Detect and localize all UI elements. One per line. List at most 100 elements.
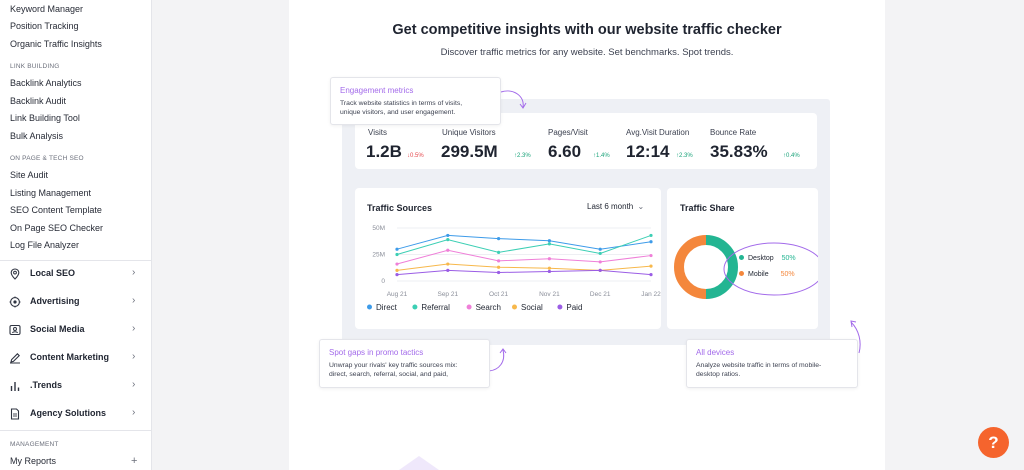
data-point-search bbox=[446, 248, 450, 252]
callout-line: direct, search, referral, social, and pa… bbox=[329, 371, 449, 378]
data-point-direct bbox=[598, 247, 602, 251]
callout-engagement: Engagement metrics Track website statist… bbox=[330, 77, 501, 125]
legend-label-direct: Direct bbox=[376, 303, 398, 312]
mobile-label: Mobile bbox=[748, 271, 769, 278]
sidebar-group-trends[interactable]: .Trends › bbox=[0, 374, 151, 398]
data-point-search bbox=[497, 259, 501, 263]
data-point-paid bbox=[547, 269, 551, 274]
callout-title: Spot gaps in promo tactics bbox=[329, 348, 424, 357]
data-point-social bbox=[547, 266, 551, 270]
period-dropdown[interactable]: Last 6 month ⌄ bbox=[587, 202, 644, 211]
add-report-button[interactable]: + bbox=[131, 455, 138, 467]
data-point-direct bbox=[547, 239, 551, 243]
sidebar-group-local-seo[interactable]: Local SEO › bbox=[0, 262, 151, 286]
chevron-right-icon: › bbox=[132, 323, 136, 334]
y-tick-label: 0 bbox=[381, 278, 385, 285]
data-point-direct bbox=[649, 240, 653, 244]
sidebar-item-on-page-seo-checker[interactable]: On Page SEO Checker bbox=[10, 223, 104, 233]
help-button[interactable]: ? bbox=[978, 427, 1009, 458]
social-box-icon bbox=[9, 324, 21, 336]
callout-devices: All devices Analyze website traffic in t… bbox=[686, 339, 858, 388]
traffic-share-title: Traffic Share bbox=[680, 203, 735, 213]
legend-label-paid: Paid bbox=[566, 303, 582, 312]
x-tick-label: Dec 21 bbox=[590, 291, 611, 298]
sidebar-divider bbox=[0, 260, 151, 261]
sidebar-group-advertising[interactable]: Advertising › bbox=[0, 290, 151, 314]
page-subtitle: Discover traffic metrics for any website… bbox=[440, 47, 734, 58]
legend-dot-paid bbox=[557, 304, 563, 310]
callout-description: Analyze website traffic in terms of mobi… bbox=[696, 361, 821, 379]
legend-dot-direct bbox=[367, 304, 372, 310]
metric-value: 1.2B bbox=[366, 142, 402, 161]
callout-line: desktop ratios. bbox=[696, 371, 741, 378]
sidebar-group-label: Content Marketing bbox=[30, 352, 110, 362]
legend-label-referral: Referral bbox=[421, 303, 450, 312]
x-tick-label: Oct 21 bbox=[489, 291, 509, 298]
sidebar-item-keyword-manager[interactable]: Keyword Manager bbox=[10, 4, 84, 14]
callout-line: unique visitors, and user engagement. bbox=[340, 109, 456, 116]
traffic-sources-card: Traffic Sources Last 6 month ⌄ 50M 25M 0 Au… bbox=[355, 188, 661, 329]
sidebar-item-position-tracking[interactable]: Position Tracking bbox=[10, 21, 79, 31]
sidebar-item-site-audit[interactable]: Site Audit bbox=[10, 170, 49, 180]
sidebar-item-my-reports[interactable]: My Reports bbox=[10, 456, 57, 466]
data-point-referral bbox=[446, 238, 450, 242]
data-point-search bbox=[395, 262, 399, 266]
sidebar-item-log-file-analyzer[interactable]: Log File Analyzer bbox=[10, 240, 80, 250]
x-tick-label: Nov 21 bbox=[539, 291, 560, 298]
legend-dot-search bbox=[466, 304, 472, 310]
metric-delta: ↓0.5% bbox=[407, 153, 424, 159]
legend-dot-referral bbox=[412, 304, 418, 310]
y-tick-label: 50M bbox=[372, 225, 385, 232]
sidebar-item-backlink-audit[interactable]: Backlink Audit bbox=[10, 96, 67, 106]
bar-chart-icon bbox=[10, 382, 20, 391]
metric-label: Visits bbox=[368, 128, 387, 137]
legend-dot-social bbox=[512, 304, 517, 310]
metric-value: 12:14 bbox=[626, 142, 670, 161]
metric-delta: ↑2.3% bbox=[676, 153, 693, 159]
sidebar-item-organic-traffic-insights[interactable]: Organic Traffic Insights bbox=[10, 39, 102, 49]
callout-title: All devices bbox=[696, 348, 735, 357]
y-tick-label: 25M bbox=[372, 252, 385, 259]
callout-line: Track website statistics in terms of vis… bbox=[340, 100, 463, 107]
metric-label: Bounce Rate bbox=[710, 128, 757, 137]
sidebar-item-seo-content-template[interactable]: SEO Content Template bbox=[10, 205, 102, 215]
callout-promo: Spot gaps in promo tactics Unwrap your r… bbox=[319, 339, 490, 388]
data-point-paid bbox=[497, 270, 501, 275]
metric-label: Pages/Visit bbox=[548, 128, 588, 137]
section-link-building: LINK BUILDING bbox=[10, 63, 60, 70]
sidebar-group-agency-solutions[interactable]: Agency Solutions › bbox=[0, 402, 151, 426]
series-line-social bbox=[396, 263, 652, 271]
sidebar-item-backlink-analytics[interactable]: Backlink Analytics bbox=[10, 78, 82, 88]
sidebar-item-listing-management[interactable]: Listing Management bbox=[10, 188, 92, 198]
mobile-dot bbox=[739, 271, 744, 276]
x-tick-label: Sep 21 bbox=[437, 291, 458, 298]
sidebar-item-bulk-analysis[interactable]: Bulk Analysis bbox=[10, 131, 64, 141]
decor-shape bbox=[399, 456, 439, 470]
chevron-right-icon: › bbox=[132, 351, 136, 362]
legend-label-search: Search bbox=[476, 303, 501, 312]
x-tick-label: Jan 22 bbox=[641, 291, 661, 298]
document-icon bbox=[10, 408, 20, 420]
sidebar-item-link-building-tool[interactable]: Link Building Tool bbox=[10, 113, 80, 123]
sidebar: Keyword Manager Position Tracking Organi… bbox=[0, 0, 152, 470]
sidebar-group-content-marketing[interactable]: Content Marketing › bbox=[0, 346, 151, 370]
series-line-referral bbox=[396, 234, 652, 255]
desktop-label: Desktop bbox=[748, 255, 774, 262]
data-point-search bbox=[598, 260, 602, 264]
metric-delta: ↑1.4% bbox=[593, 153, 610, 159]
metric-delta: ↑2.3% bbox=[514, 153, 531, 159]
section-on-page-tech-seo: ON PAGE & TECH SEO bbox=[10, 155, 84, 162]
mobile-slice bbox=[674, 235, 707, 299]
data-point-direct bbox=[446, 233, 450, 238]
data-point-search bbox=[649, 253, 653, 258]
data-point-social bbox=[649, 264, 653, 268]
sidebar-group-social-media[interactable]: Social Media › bbox=[0, 318, 151, 342]
arrow-icon bbox=[850, 320, 857, 328]
data-point-social bbox=[446, 262, 450, 266]
chevron-right-icon: › bbox=[132, 295, 136, 306]
target-icon bbox=[9, 296, 21, 308]
callout-title: Engagement metrics bbox=[340, 86, 414, 95]
sidebar-group-label: .Trends bbox=[30, 380, 63, 390]
desktop-dot bbox=[739, 255, 744, 260]
